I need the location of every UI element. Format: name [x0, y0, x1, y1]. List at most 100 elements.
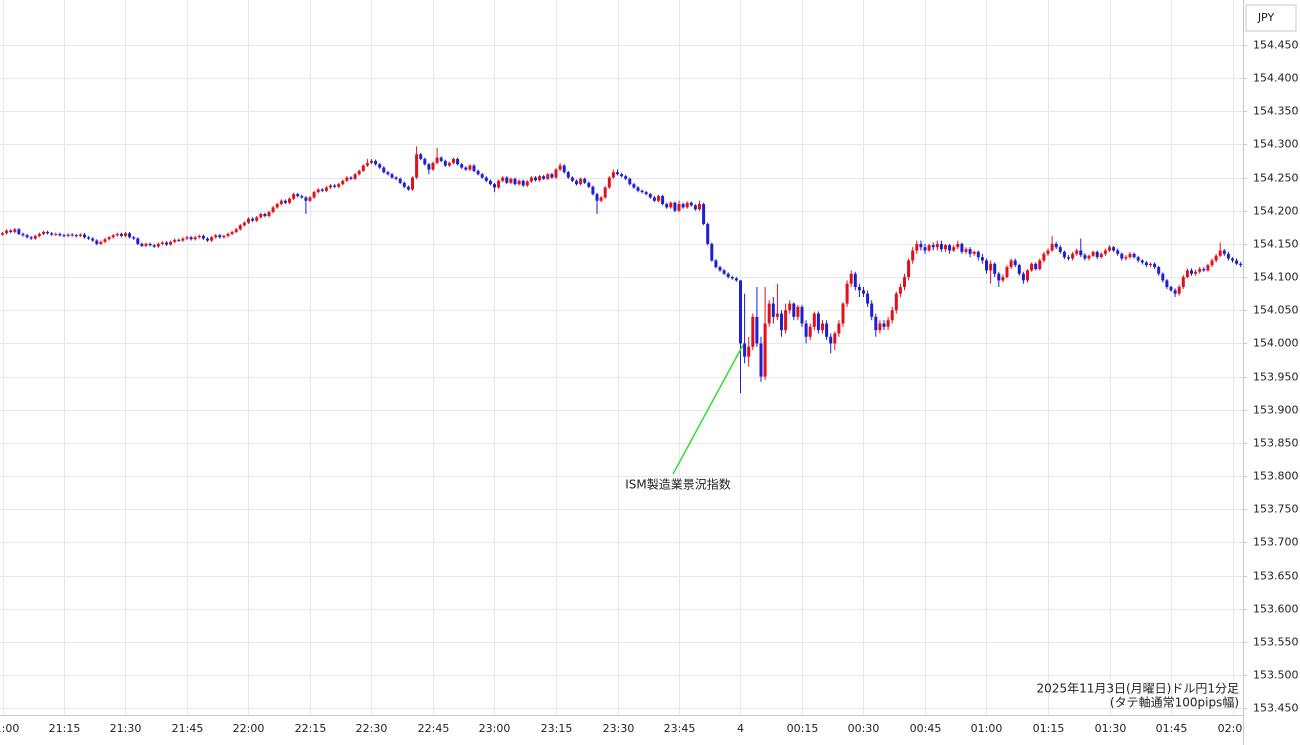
candle-body — [997, 273, 1001, 281]
candle-body — [792, 303, 796, 317]
y-tick-label: 154.000 — [1253, 337, 1299, 350]
candle-body — [17, 229, 21, 234]
candle-body — [956, 243, 960, 248]
x-tick-label: 23:45 — [664, 722, 696, 735]
candle-body — [201, 235, 205, 239]
candle-body — [775, 313, 779, 317]
candle-body — [128, 233, 132, 238]
candle-body — [771, 303, 775, 317]
candle-body — [808, 326, 812, 337]
candle-body — [263, 214, 267, 217]
candle-body — [730, 277, 734, 279]
annotation-line — [672, 344, 744, 475]
candle-body — [386, 172, 390, 175]
candle-body — [1140, 260, 1144, 263]
candle-body — [980, 257, 984, 261]
candle-body — [66, 234, 70, 236]
candle-body — [251, 218, 255, 221]
x-tick-label: 21:45 — [172, 722, 204, 735]
candle-body — [406, 186, 410, 190]
y-axis-label: JPY — [1257, 11, 1275, 24]
x-tick-label: 21:00 — [0, 722, 19, 735]
candle-body — [1075, 250, 1079, 254]
candle-body — [652, 197, 656, 201]
candle-body — [1210, 260, 1214, 266]
candle-body — [972, 251, 976, 254]
candle-body — [50, 233, 54, 235]
candle-body — [1235, 260, 1239, 264]
candle-body — [648, 194, 652, 198]
candle-body — [1042, 253, 1046, 261]
candle-body — [698, 204, 701, 210]
candle-body — [1021, 273, 1025, 281]
annotation: ISM製造業景況指数 — [625, 477, 731, 492]
candle-body — [447, 162, 451, 166]
candle-body — [874, 316, 878, 331]
candle-body — [111, 235, 115, 238]
candle-body — [1149, 263, 1152, 266]
candle-body — [562, 165, 566, 173]
candle-body — [1062, 251, 1066, 258]
candle-body — [894, 293, 898, 311]
y-tick-label: 153.500 — [1253, 669, 1299, 682]
candle-body — [230, 231, 234, 234]
candle-body — [1108, 247, 1111, 251]
candle-body — [29, 237, 33, 239]
candle-body — [554, 169, 558, 178]
y-tick-label: 154.200 — [1253, 205, 1299, 218]
footnote: (タテ軸通常100pips幅) — [1110, 695, 1239, 710]
candle-body — [480, 174, 484, 178]
candle-body — [558, 165, 562, 170]
candle-body — [427, 164, 431, 170]
candle-body — [702, 204, 706, 224]
candle-body — [177, 239, 181, 241]
candle-body — [616, 172, 619, 175]
candle-body — [1128, 253, 1132, 258]
candle-body — [267, 212, 271, 217]
y-axis: 153.450 153.500 153.550 153.600 153.650 153.7… — [1243, 39, 1299, 715]
candle-body — [1091, 251, 1095, 256]
y-tick-label: 153.650 — [1253, 570, 1299, 583]
y-tick-label: 153.600 — [1253, 603, 1299, 616]
candle-body — [898, 287, 902, 294]
candle-body — [927, 245, 931, 251]
candle-body — [1034, 263, 1038, 270]
candle-body — [1038, 260, 1042, 270]
candle-body — [624, 176, 628, 179]
candle-body — [140, 243, 144, 246]
candle-body — [1190, 270, 1193, 274]
candle-body — [960, 243, 964, 252]
candle-body — [255, 217, 259, 221]
candle-body — [1218, 250, 1222, 256]
candle-body — [911, 250, 915, 261]
candle-body — [452, 158, 455, 163]
candle-body — [296, 194, 300, 197]
x-tick-label: 00:15 — [787, 722, 819, 735]
candle-body — [320, 189, 324, 191]
candle-body — [1095, 251, 1099, 258]
candle-body — [849, 273, 853, 284]
candle-body — [784, 310, 788, 331]
candle-body — [218, 235, 222, 238]
candle-body — [13, 229, 17, 232]
candle-body — [390, 174, 394, 178]
y-tick-label: 153.700 — [1253, 536, 1299, 549]
x-tick-label: 23:30 — [603, 722, 635, 735]
candle-body — [247, 218, 250, 223]
candle-body — [91, 238, 95, 241]
candle-body — [484, 177, 488, 181]
candle-body — [288, 198, 291, 203]
x-tick-label: 23:15 — [541, 722, 573, 735]
candle-body — [935, 243, 939, 248]
candle-body — [87, 237, 91, 239]
candle-body — [546, 174, 550, 179]
candle-body — [915, 243, 919, 251]
candle-body — [365, 162, 369, 166]
candle-body — [124, 233, 127, 236]
candle-body — [944, 245, 947, 250]
candle-body — [1026, 270, 1029, 281]
candle-body — [841, 303, 845, 324]
candle-body — [103, 239, 107, 242]
candle-body — [853, 273, 857, 288]
footnote: 2025年11月3日(月曜日)ドル円1分足 — [1037, 682, 1239, 696]
